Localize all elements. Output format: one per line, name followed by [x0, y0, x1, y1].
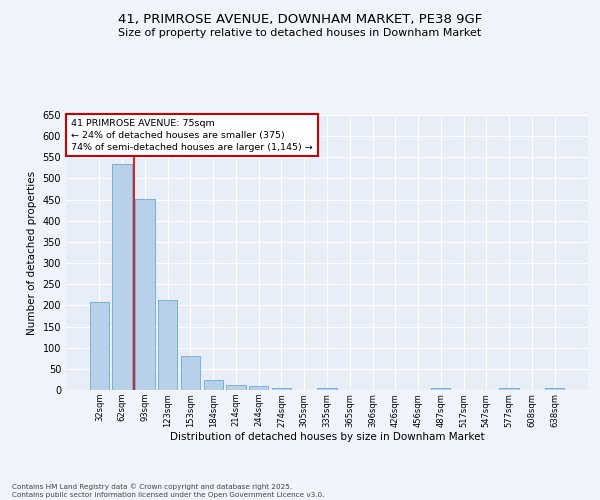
Text: Contains HM Land Registry data © Crown copyright and database right 2025.
Contai: Contains HM Land Registry data © Crown c… [12, 484, 325, 498]
Bar [272, 388, 291, 390]
Text: 41 PRIMROSE AVENUE: 75sqm
← 24% of detached houses are smaller (375)
74% of semi: 41 PRIMROSE AVENUE: 75sqm ← 24% of detac… [71, 119, 313, 152]
Bar [499, 388, 519, 390]
Bar [158, 300, 178, 390]
Bar [90, 302, 109, 390]
Text: 41, PRIMROSE AVENUE, DOWNHAM MARKET, PE38 9GF: 41, PRIMROSE AVENUE, DOWNHAM MARKET, PE3… [118, 12, 482, 26]
Bar [431, 388, 451, 390]
Text: Size of property relative to detached houses in Downham Market: Size of property relative to detached ho… [118, 28, 482, 38]
Bar [249, 386, 268, 390]
Bar [135, 199, 155, 390]
X-axis label: Distribution of detached houses by size in Downham Market: Distribution of detached houses by size … [170, 432, 484, 442]
Bar [203, 380, 223, 390]
Bar [545, 388, 564, 390]
Y-axis label: Number of detached properties: Number of detached properties [27, 170, 37, 334]
Bar [317, 388, 337, 390]
Bar [112, 164, 132, 390]
Bar [226, 384, 245, 390]
Bar [181, 356, 200, 390]
